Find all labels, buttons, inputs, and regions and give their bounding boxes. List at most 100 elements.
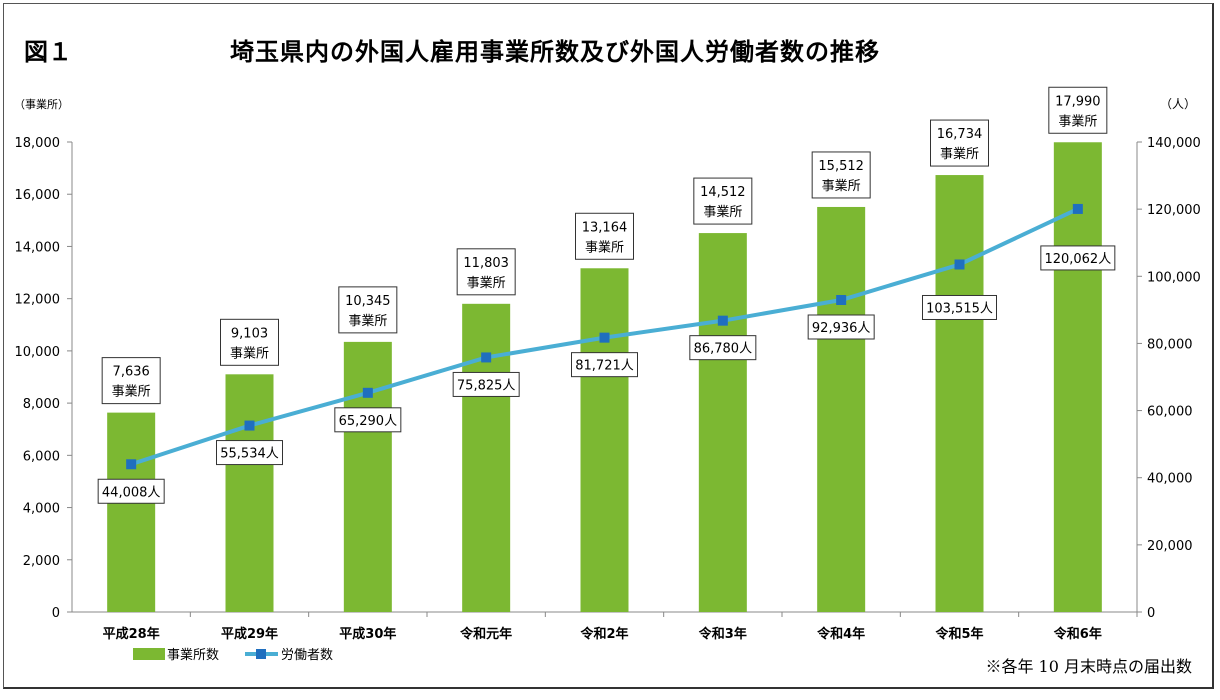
line-marker [954,259,965,270]
left-tick-label: 0 [52,606,60,621]
line-value-label: 44,008人 [102,485,161,500]
left-tick-label: 2,000 [23,554,60,569]
x-tick-label: 令和5年 [935,626,983,642]
right-tick-label: 100,000 [1147,270,1201,285]
right-tick-label: 60,000 [1147,405,1193,420]
chart-title: 埼玉県内の外国人雇用事業所数及び外国人労働者数の推移 [230,38,880,66]
bar-label-box [1048,86,1108,134]
x-tick-label: 令和4年 [817,626,865,642]
line-value-label: 103,515人 [926,301,993,316]
line-value-label: 120,062人 [1044,252,1111,267]
bar-label-box [930,119,989,167]
footnote: ※各年 10 月末時点の届出数 [985,657,1192,676]
line-value-label: 55,534人 [220,447,279,462]
left-axis-label: （事業所） [14,98,69,111]
bar-value-label: 16,734 [937,127,983,142]
line-label-box [334,407,402,433]
bar-label-box [101,357,161,405]
x-tick-label: 平成30年 [339,626,396,642]
bar [107,412,156,612]
bar [343,341,392,612]
line-label-box [922,294,997,320]
right-tick-label: 140,000 [1147,136,1201,151]
right-tick-label: 40,000 [1147,472,1193,487]
left-tick-label: 16,000 [15,188,61,203]
left-tick-label: 8,000 [23,397,60,412]
bar-value-label: 9,103 [231,326,268,341]
line-label-box [1040,245,1116,271]
line-marker [362,387,373,398]
line-value-label: 81,721人 [575,359,634,374]
right-tick-label: 20,000 [1147,539,1193,554]
legend-bar-label: 事業所数 [167,647,219,663]
bar-label-box [338,286,398,334]
bar [817,206,866,612]
line-label-box [216,440,283,466]
left-tick-label: 6,000 [23,449,60,464]
line-label-box [571,352,638,378]
legend-line-label: 労働者数 [281,648,333,663]
right-axis-label: （人） [1160,97,1196,111]
line-label-box [689,335,757,361]
left-tick-label: 18,000 [15,136,61,151]
bar-unit-label: 事業所 [585,239,624,255]
line-value-label: 86,780人 [694,342,753,357]
line-label-box [452,371,520,397]
line-label-box [97,478,165,504]
x-tick-label: 令和3年 [699,626,747,642]
x-tick-label: 令和2年 [580,626,628,642]
bar-unit-label: 事業所 [348,313,387,329]
bar-unit-label: 事業所 [822,178,861,194]
left-tick-label: 4,000 [23,502,60,517]
chart-frame [3,3,1214,689]
bar-label-box [220,318,279,366]
line-marker [1072,203,1083,214]
bar-value-label: 13,164 [582,220,628,235]
bar-unit-label: 事業所 [940,146,979,162]
bar-value-label: 14,512 [700,185,746,200]
bar [698,233,747,612]
bar-value-label: 10,345 [345,294,391,309]
x-tick-label: 平成29年 [221,626,278,642]
bar-unit-label: 事業所 [467,275,506,291]
left-tick-label: 14,000 [15,240,61,255]
left-tick-label: 10,000 [15,345,61,360]
line-marker [836,295,847,306]
left-tick-label: 12,000 [15,293,61,308]
bar-unit-label: 事業所 [703,204,742,220]
bar-value-label: 17,990 [1055,94,1101,109]
bar-unit-label: 事業所 [112,384,151,400]
bar-value-label: 15,512 [818,159,864,174]
bar [462,303,511,612]
bar [580,268,629,612]
bar-label-box [456,248,516,296]
bar-value-label: 7,636 [113,365,150,380]
legend-bar-swatch [133,648,165,660]
right-tick-label: 80,000 [1147,337,1193,352]
bar-label-box [575,212,634,260]
bar-unit-label: 事業所 [230,345,269,361]
bar-value-label: 11,803 [463,256,509,271]
line-label-box [807,314,875,340]
bar [225,374,274,612]
x-tick-label: 令和元年 [460,626,512,642]
right-tick-label: 120,000 [1147,203,1201,218]
bar-unit-label: 事業所 [1058,113,1097,129]
legend-line-marker [256,649,266,659]
figure-label: 図１ [24,38,72,66]
line-value-label: 75,825人 [457,378,516,393]
right-tick-label: 0 [1147,606,1155,621]
bar [935,175,984,612]
line-marker [717,315,728,326]
line-value-label: 65,290人 [339,414,398,429]
line-value-label: 92,936人 [812,321,871,336]
line-marker [481,352,492,363]
x-tick-label: 平成28年 [103,626,160,642]
x-tick-label: 令和6年 [1054,626,1102,642]
line-marker [599,332,610,343]
line-marker [244,420,255,431]
line-marker [126,459,137,470]
bar-label-box [693,177,753,225]
bar [1053,142,1102,612]
